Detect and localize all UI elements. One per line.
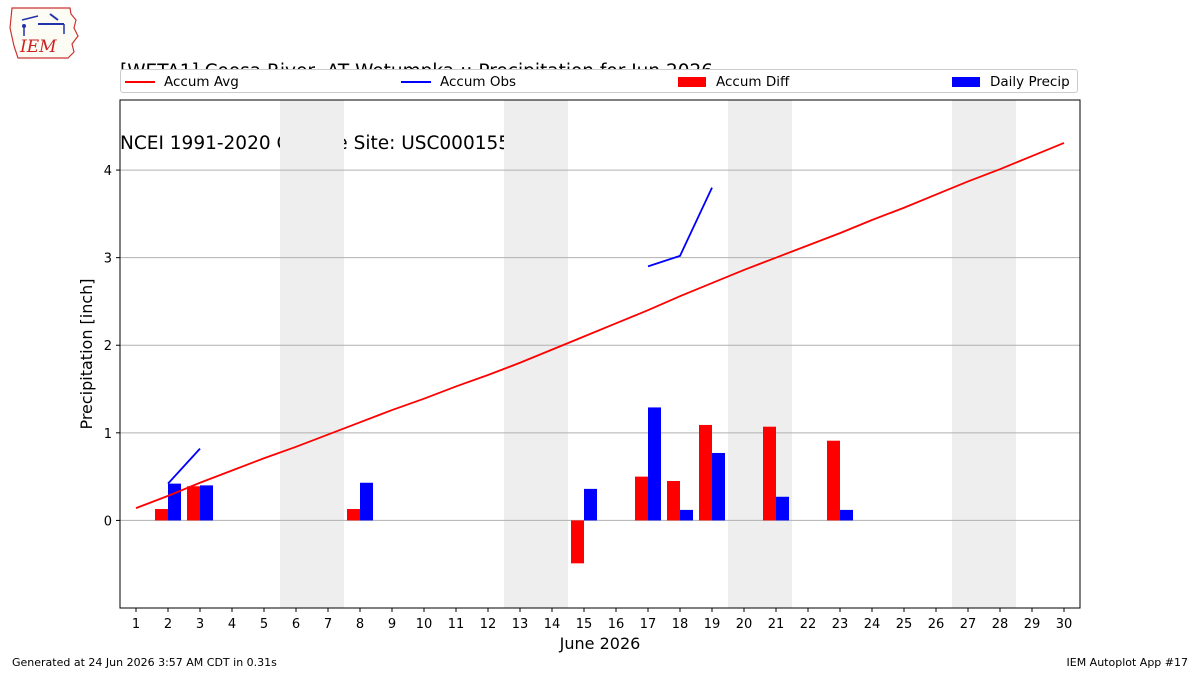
x-tick-label-2: 2	[164, 617, 172, 632]
bar-daily-precip-day-23	[840, 509, 853, 521]
axes: 1 2 3 4 5 6 7 8 9 10 11 12 13 14 15 16 17 18 19 20 21 22 23 24 2…	[104, 164, 1073, 632]
bar-accum-diff-day-19	[699, 424, 712, 521]
bar-daily-precip-day-19	[712, 452, 725, 521]
x-tick-label-14: 14	[544, 617, 561, 632]
chart-legend: Accum Avg Accum Obs Accum Diff Daily Pre…	[120, 69, 1078, 93]
x-tick-label-27: 27	[960, 617, 977, 632]
line-accum-avg	[135, 142, 1065, 509]
x-tick-label-18: 18	[672, 617, 689, 632]
grid-lines	[120, 169, 1080, 521]
legend-label-daily-precip: Daily Precip	[990, 74, 1070, 90]
lines	[135, 142, 1065, 509]
legend-item-accum-obs: Accum Obs	[401, 73, 516, 91]
bar-accum-diff-day-23	[827, 440, 840, 521]
bar-accum-diff-day-3	[187, 486, 200, 521]
iem-logo: IEM	[8, 6, 82, 60]
bar-accum-diff-day-15	[571, 520, 584, 564]
y-tick-label-3: 3	[104, 252, 112, 267]
x-tick-label-16: 16	[608, 617, 625, 632]
x-tick-label-5: 5	[260, 617, 268, 632]
y-axis-label: Precipitation [inch]	[77, 278, 96, 429]
bar-daily-precip-day-2	[168, 483, 181, 521]
logo-text: IEM	[19, 37, 57, 57]
x-tick-label-8: 8	[356, 617, 364, 632]
x-tick-label-23: 23	[832, 617, 849, 632]
y-tick-label-1: 1	[104, 427, 112, 442]
legend-label-accum-obs: Accum Obs	[440, 74, 517, 90]
x-tick-label-17: 17	[640, 617, 657, 632]
bar-daily-precip-day-3	[200, 485, 213, 521]
bars	[155, 407, 853, 564]
legend-item-accum-avg: Accum Avg	[125, 73, 239, 91]
weekend-shade-20-21	[728, 100, 792, 608]
x-tick-label-29: 29	[1024, 617, 1041, 632]
x-axis-label: June 2026	[559, 634, 641, 653]
x-tick-label-9: 9	[388, 617, 396, 632]
legend-swatch-accum-avg	[125, 81, 155, 83]
x-tick-label-19: 19	[704, 617, 721, 632]
bar-accum-diff-day-2	[155, 509, 168, 521]
y-tick-label-4: 4	[104, 164, 112, 179]
legend-swatch-accum-diff	[678, 77, 706, 87]
y-tick-label-2: 2	[104, 339, 112, 354]
x-tick-label-10: 10	[416, 617, 433, 632]
bar-daily-precip-day-15	[584, 488, 597, 521]
x-tick-label-21: 21	[768, 617, 785, 632]
bar-daily-precip-day-17	[648, 407, 661, 521]
weekend-shade-6-7	[280, 100, 344, 608]
y-tick-label-0: 0	[104, 514, 112, 529]
x-tick-label-3: 3	[196, 617, 204, 632]
generated-timestamp: Generated at 24 Jun 2026 3:57 AM CDT in …	[12, 656, 277, 669]
weekend-shade-13-14	[504, 100, 568, 608]
legend-label-accum-diff: Accum Diff	[716, 74, 790, 90]
legend-item-accum-diff: Accum Diff	[678, 73, 789, 91]
x-tick-label-30: 30	[1056, 617, 1073, 632]
x-tick-label-12: 12	[480, 617, 497, 632]
line-accum-obs-segment-2	[647, 187, 713, 268]
x-tick-label-22: 22	[800, 617, 817, 632]
x-tick-label-4: 4	[228, 617, 236, 632]
app-id: IEM Autoplot App #17	[1066, 656, 1189, 669]
x-tick-label-24: 24	[864, 617, 881, 632]
bar-daily-precip-day-18	[680, 509, 693, 521]
weekend-shading	[280, 100, 1016, 608]
legend-label-accum-avg: Accum Avg	[164, 74, 239, 90]
x-tick-label-7: 7	[324, 617, 332, 632]
plot-frame	[119, 99, 1081, 609]
bar-accum-diff-day-18	[667, 481, 680, 521]
x-tick-label-6: 6	[292, 617, 300, 632]
line-accum-obs-segment-1	[167, 447, 201, 485]
x-tick-label-1: 1	[132, 617, 140, 632]
x-tick-label-13: 13	[512, 617, 529, 632]
legend-swatch-accum-obs	[401, 81, 431, 83]
x-tick-label-20: 20	[736, 617, 753, 632]
x-tick-label-11: 11	[448, 617, 465, 632]
bar-accum-diff-day-17	[635, 476, 648, 521]
x-tick-label-28: 28	[992, 617, 1009, 632]
legend-swatch-daily-precip	[952, 77, 980, 87]
x-tick-label-26: 26	[928, 617, 945, 632]
x-tick-label-25: 25	[896, 617, 913, 632]
bar-daily-precip-day-21	[776, 496, 789, 521]
legend-item-daily-precip: Daily Precip	[952, 73, 1070, 91]
bar-daily-precip-day-8	[360, 482, 373, 521]
bar-accum-diff-day-8	[347, 509, 360, 521]
weekend-shade-27-28	[952, 100, 1016, 608]
bar-accum-diff-day-21	[763, 426, 776, 521]
x-tick-label-15: 15	[576, 617, 593, 632]
iem-logo-graphic: IEM	[9, 7, 79, 59]
